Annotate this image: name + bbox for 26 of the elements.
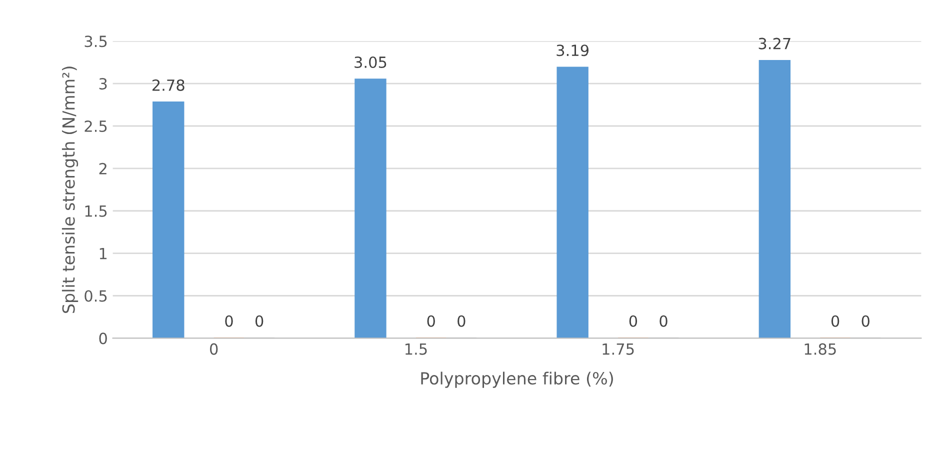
x-axis-title: Polypropylene fibre (%) [421, 372, 613, 388]
data-label: 0 [629, 315, 638, 327]
data-label: 0 [255, 315, 264, 327]
y-tick-label: 3 [99, 78, 107, 90]
data-label: 0 [427, 315, 435, 327]
x-tick-label: 1.75 [602, 344, 634, 355]
y-tick-label: 0 [99, 332, 107, 344]
data-label: 3.27 [758, 38, 790, 50]
data-label: 0 [862, 315, 870, 327]
y-tick-label: 3.5 [84, 36, 107, 48]
y-tick-label: 1.5 [85, 206, 107, 217]
y-tick-label: 2.5 [84, 120, 107, 132]
x-tick-label: 1.85 [804, 343, 836, 355]
x-tick-label: 1.5 [405, 344, 427, 355]
data-label: 0 [660, 315, 668, 327]
data-label: 0 [225, 315, 233, 327]
y-tick-label: 0.5 [84, 290, 107, 302]
data-label: 0 [458, 315, 466, 327]
data-label: 3.19 [556, 44, 589, 56]
data-label: 3.05 [354, 56, 386, 68]
y-axis-title: Split tensile strength (N/mm²) [62, 66, 78, 313]
x-tick-label: 0 [210, 343, 218, 355]
data-label: 0 [831, 315, 840, 327]
data-label: 2.78 [152, 79, 184, 91]
y-tick-label: 2 [99, 162, 106, 174]
y-tick-label: 1 [100, 248, 107, 260]
